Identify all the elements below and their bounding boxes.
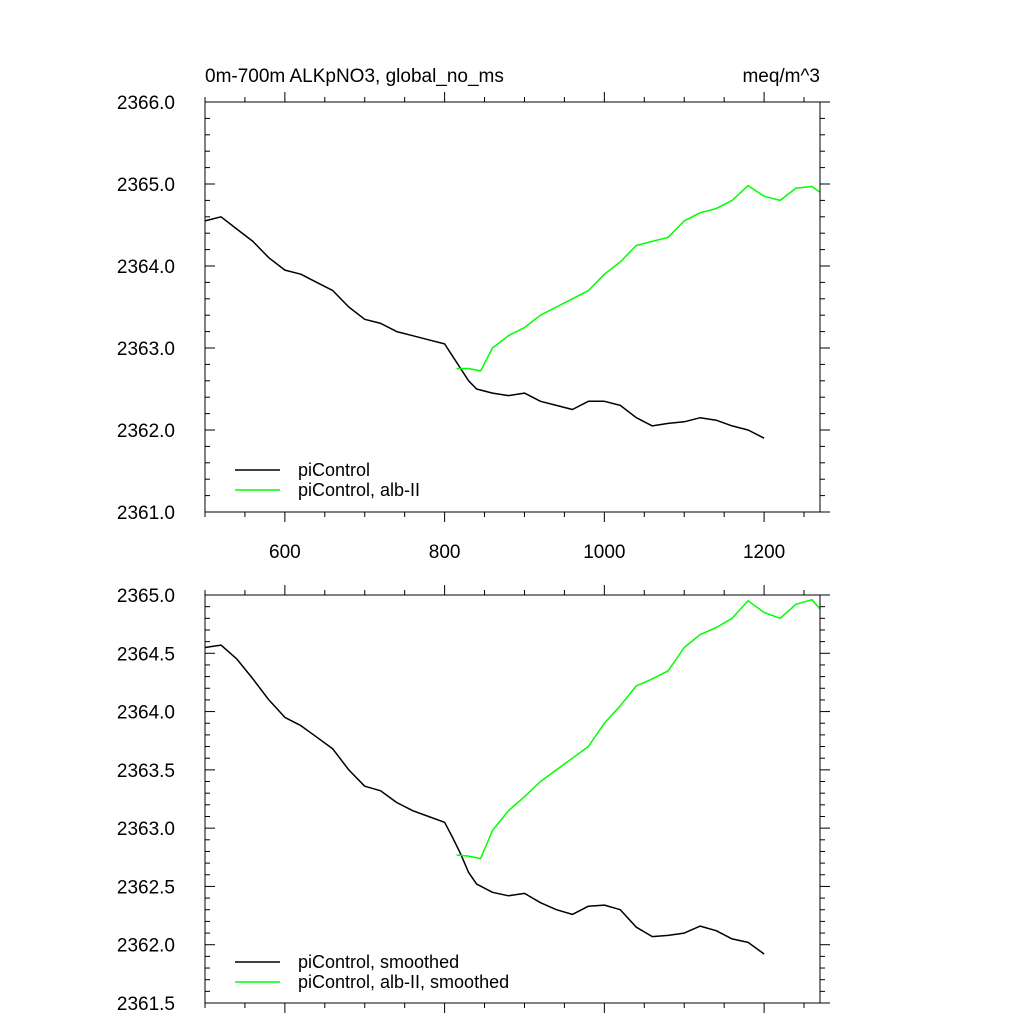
y-tick-label: 2361.0	[117, 503, 175, 524]
y-tick-label: 2363.5	[117, 761, 175, 782]
y-tick-label: 2364.0	[117, 703, 175, 724]
x-tick-label: 1000	[583, 542, 625, 563]
panel-title: 0m-700m ALKpNO3, global_no_ms	[205, 66, 504, 87]
x-tick-label: 1200	[743, 542, 785, 563]
legend-label-alb-ii: piControl, alb-II	[298, 480, 420, 500]
legend-label-alb-ii-smoothed: piControl, alb-II, smoothed	[298, 972, 509, 992]
y-tick-labels: 2361.0 2362.0 2363.0 2364.0 2365.0 2366.0	[117, 93, 175, 524]
x-tick-label: 800	[429, 542, 461, 563]
y-tick-label: 2364.0	[117, 257, 175, 278]
legend-label-picontrol: piControl	[298, 460, 370, 480]
units-label: meq/m^3	[742, 66, 820, 87]
y-tick-labels: 2361.5 2362.0 2362.5 2363.0 2363.5 2364.0 2364…	[117, 586, 175, 1015]
y-tick-label: 2363.0	[117, 819, 175, 840]
plot-frame	[204, 101, 821, 513]
y-tick-label: 2362.5	[117, 877, 175, 898]
series-lines	[204, 598, 821, 955]
y-tick-label: 2366.0	[117, 93, 175, 114]
y-tick-label: 2363.0	[117, 339, 175, 360]
series-line-picontrol-alb-ii	[456, 184, 821, 372]
series-line-picontrol	[204, 216, 765, 439]
axis-ticks	[204, 92, 830, 522]
top-panel: 0m-700m ALKpNO3, global_no_ms meq/m^3 23…	[117, 66, 830, 563]
legend-label-picontrol-smoothed: piControl, smoothed	[298, 952, 459, 972]
legend: piControl piControl, alb-II	[235, 460, 420, 500]
y-tick-label: 2365.0	[117, 586, 175, 607]
y-tick-label: 2361.5	[117, 994, 175, 1015]
x-tick-label: 600	[269, 542, 301, 563]
x-tick-labels: 600 800 1000 1200	[269, 542, 785, 563]
legend: piControl, smoothed piControl, alb-II, s…	[235, 952, 509, 992]
plot-frame	[204, 594, 821, 1004]
series-line-picontrol	[204, 644, 765, 955]
series-lines	[204, 184, 821, 439]
bottom-panel: 2361.5 2362.0 2362.5 2363.0 2363.5 2364.0 2364…	[117, 585, 830, 1015]
y-tick-label: 2362.0	[117, 421, 175, 442]
y-tick-label: 2365.0	[117, 175, 175, 196]
axis-ticks	[204, 585, 830, 1013]
series-line-picontrol-alb-ii	[456, 598, 821, 860]
y-tick-label: 2362.0	[117, 936, 175, 957]
y-tick-label: 2364.5	[117, 644, 175, 665]
